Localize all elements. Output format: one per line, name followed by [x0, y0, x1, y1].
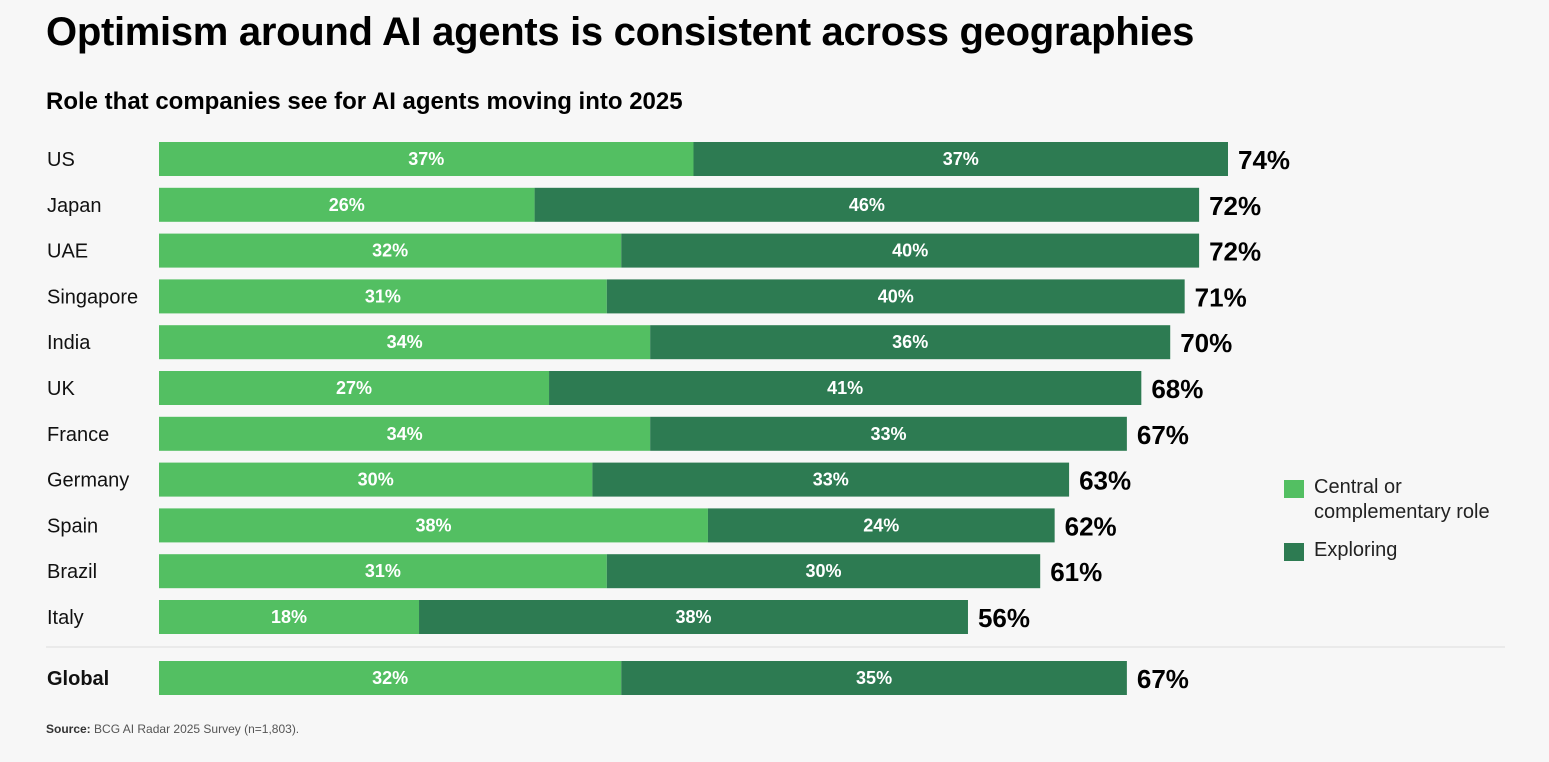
- bar-segment-exploring: [693, 142, 1228, 176]
- bar-segment-central: [159, 508, 708, 543]
- legend-label-central: Central or complementary role: [1314, 476, 1490, 523]
- bar-segment-exploring: [592, 462, 1070, 497]
- category-label: India: [47, 332, 91, 354]
- source-label: Source:: [46, 722, 91, 736]
- segment-value-label: 30%: [805, 561, 841, 581]
- total-value-label: 72%: [1209, 191, 1261, 221]
- segment-value-label: 38%: [675, 607, 711, 627]
- bar-segment-central: [159, 142, 694, 176]
- bar-segment-exploring: [707, 508, 1055, 543]
- source-text: BCG AI Radar 2025 Survey (n=1,803).: [94, 722, 300, 736]
- category-label: UAE: [47, 241, 88, 263]
- category-label: Global: [47, 668, 109, 690]
- category-label: US: [47, 149, 75, 171]
- segment-value-label: 26%: [329, 195, 365, 215]
- total-value-label: 71%: [1195, 282, 1247, 312]
- chart-title: Optimism around AI agents is consistent …: [46, 10, 1195, 54]
- legend-item-exploring: Exploring: [1284, 538, 1514, 563]
- segment-value-label: 34%: [387, 332, 423, 352]
- total-value-label: 67%: [1137, 664, 1189, 694]
- bar-segment-central: [159, 462, 593, 497]
- total-value-label: 74%: [1238, 145, 1290, 175]
- segment-value-label: 33%: [813, 470, 849, 490]
- legend-swatch-exploring: [1284, 543, 1304, 561]
- bar-segment-central: [159, 371, 550, 405]
- total-value-label: 68%: [1151, 374, 1203, 404]
- category-label: Singapore: [47, 286, 138, 308]
- category-label: UK: [47, 378, 75, 400]
- segment-value-label: 27%: [336, 378, 372, 398]
- category-label: Spain: [47, 515, 98, 537]
- bar-segment-exploring: [606, 554, 1041, 589]
- bar-segment-exploring: [419, 600, 968, 634]
- segment-value-label: 37%: [943, 149, 979, 169]
- category-label: Brazil: [47, 561, 97, 583]
- segment-value-label: 36%: [892, 332, 928, 352]
- segment-value-label: 32%: [372, 668, 408, 688]
- segment-value-label: 41%: [827, 378, 863, 398]
- total-value-label: 72%: [1209, 237, 1261, 267]
- bar-segment-exploring: [621, 233, 1200, 268]
- segment-value-label: 24%: [863, 515, 899, 535]
- legend-item-central: Central or complementary role: [1284, 475, 1514, 525]
- segment-value-label: 38%: [415, 515, 451, 535]
- bar-segment-exploring: [534, 187, 1200, 222]
- bar-segment-central: [159, 416, 651, 451]
- segment-value-label: 37%: [408, 149, 444, 169]
- segment-value-label: 31%: [365, 286, 401, 306]
- bar-segment-exploring: [606, 279, 1185, 314]
- segment-value-label: 46%: [849, 195, 885, 215]
- segment-value-label: 34%: [387, 424, 423, 444]
- segment-value-label: 40%: [878, 286, 914, 306]
- bar-segment-central: [159, 325, 651, 360]
- legend: Central or complementary role Exploring: [1284, 475, 1514, 563]
- segment-value-label: 31%: [365, 561, 401, 581]
- bar-segment-central: [159, 187, 535, 222]
- category-label: Japan: [47, 195, 102, 217]
- legend-swatch-central: [1284, 480, 1304, 498]
- segment-value-label: 35%: [856, 668, 892, 688]
- total-value-label: 67%: [1137, 420, 1189, 450]
- segment-value-label: 40%: [892, 241, 928, 261]
- segment-value-label: 32%: [372, 241, 408, 261]
- category-label: Italy: [47, 607, 84, 629]
- total-value-label: 70%: [1180, 328, 1232, 358]
- total-value-label: 56%: [978, 603, 1030, 633]
- bar-segment-central: [159, 661, 622, 695]
- bar-segment-exploring: [621, 661, 1127, 695]
- bar-segment-central: [159, 554, 607, 589]
- total-value-label: 62%: [1065, 511, 1117, 541]
- segment-value-label: 18%: [271, 607, 307, 627]
- bar-segment-exploring: [650, 325, 1171, 360]
- legend-label-exploring: Exploring: [1314, 539, 1398, 561]
- bar-segment-central: [159, 233, 622, 268]
- bar-segment-exploring: [549, 371, 1142, 405]
- bar-segment-central: [159, 600, 420, 634]
- bar-segment-exploring: [650, 416, 1127, 451]
- category-label: France: [47, 424, 109, 446]
- source-note: Source: BCG AI Radar 2025 Survey (n=1,80…: [46, 722, 299, 736]
- total-value-label: 63%: [1079, 466, 1131, 496]
- total-value-label: 61%: [1050, 557, 1102, 587]
- category-label: Germany: [47, 470, 129, 492]
- segment-value-label: 33%: [871, 424, 907, 444]
- bar-segment-central: [159, 279, 607, 314]
- segment-value-label: 30%: [358, 470, 394, 490]
- chart-subtitle: Role that companies see for AI agents mo…: [46, 88, 683, 115]
